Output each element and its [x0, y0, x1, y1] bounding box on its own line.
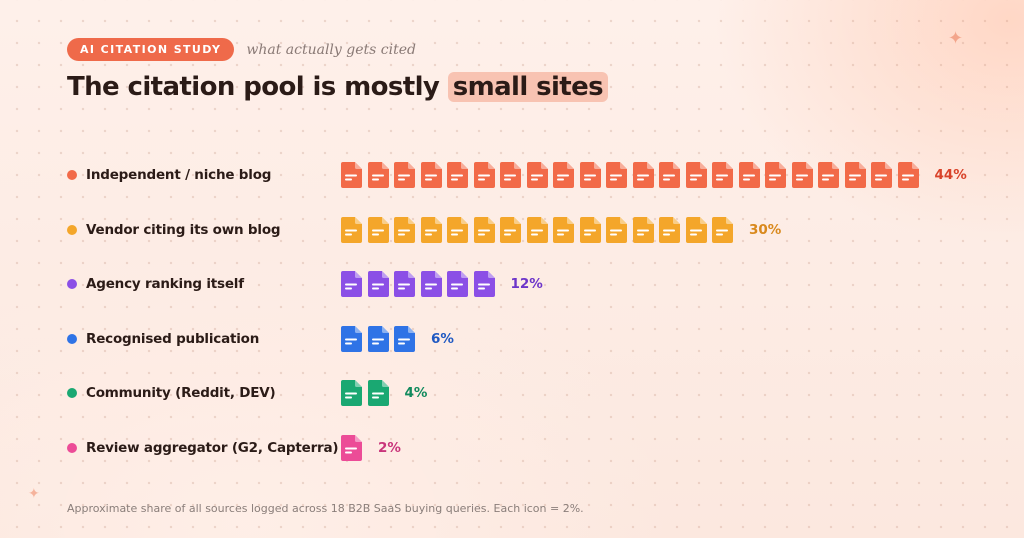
document-icon: [394, 271, 415, 298]
legend-dot: [67, 224, 77, 235]
footnote: Approximate share of all sources logged …: [67, 502, 584, 515]
sparkle-icon: ✦: [948, 28, 964, 49]
chart-row: Recognised publication 6%: [67, 325, 454, 353]
value-label: 30%: [749, 221, 782, 238]
document-icon: [553, 216, 574, 243]
icon-bar: [341, 271, 495, 298]
document-icon: [606, 216, 627, 243]
legend-dot: [67, 443, 77, 453]
category-label: Vendor citing its own blog: [86, 221, 281, 238]
icon-bar: [341, 216, 733, 243]
document-icon: [341, 271, 362, 298]
icon-bar: [341, 435, 362, 461]
tagline: what actually gets cited: [246, 41, 416, 58]
document-icon: [473, 271, 495, 298]
document-icon: [606, 162, 627, 188]
value-label: 44%: [934, 167, 967, 183]
study-badge: AI CITATION STUDY: [67, 38, 235, 61]
document-icon: [500, 162, 521, 188]
document-icon: [712, 162, 733, 188]
chart-row: Community (Reddit, DEV) 4%: [67, 379, 427, 407]
document-icon: [394, 216, 415, 243]
document-icon: [447, 162, 468, 188]
document-icon: [367, 325, 389, 352]
document-icon: [420, 271, 442, 298]
document-icon: [367, 271, 389, 298]
document-icon: [553, 162, 574, 188]
category-label: Community (Reddit, DEV): [86, 385, 276, 402]
title-main: The citation pool is mostly: [67, 72, 440, 102]
document-icon: [341, 162, 362, 188]
document-icon: [871, 162, 892, 188]
document-icon: [844, 162, 866, 188]
category-label: Agency ranking itself: [86, 276, 244, 293]
document-icon: [341, 435, 362, 461]
document-icon: [420, 162, 442, 188]
document-icon: [685, 162, 707, 188]
document-icon: [500, 216, 521, 243]
category-label: Independent / niche blog: [86, 167, 272, 183]
document-icon: [632, 216, 654, 243]
document-icon: [659, 216, 680, 243]
document-icon: [341, 216, 362, 243]
document-icon: [447, 216, 468, 243]
header: AI CITATION STUDY what actually gets cit…: [67, 38, 416, 61]
icon-bar: [341, 380, 389, 407]
document-icon: [897, 162, 919, 188]
sparkle-icon: ✦: [28, 486, 40, 502]
title-highlight: small sites: [447, 72, 609, 102]
icon-bar: [341, 325, 415, 352]
value-label: 6%: [431, 330, 454, 347]
chart-row: Independent / niche blog 44%: [67, 161, 967, 189]
value-label: 4%: [404, 385, 428, 402]
document-icon: [526, 162, 548, 188]
value-label: 12%: [510, 276, 543, 293]
document-icon: [367, 162, 389, 188]
document-icon: [579, 162, 601, 188]
legend-dot: [67, 170, 77, 180]
document-icon: [367, 216, 389, 243]
legend-dot: [67, 333, 77, 344]
document-icon: [632, 162, 654, 188]
document-icon: [765, 162, 786, 188]
document-icon: [818, 162, 839, 188]
document-icon: [341, 380, 362, 407]
document-icon: [526, 216, 548, 243]
document-icon: [712, 216, 733, 243]
chart-row: Review aggregator (G2, Capterra) 2%: [67, 434, 401, 462]
document-icon: [685, 216, 707, 243]
category-label: Review aggregator (G2, Capterra): [86, 440, 339, 456]
document-icon: [791, 162, 813, 188]
document-icon: [579, 216, 601, 243]
document-icon: [659, 162, 680, 188]
chart-row: Agency ranking itself 12%: [67, 270, 543, 298]
document-icon: [394, 325, 415, 352]
legend-dot: [67, 388, 77, 399]
document-icon: [738, 162, 760, 188]
category-label: Recognised publication: [86, 330, 260, 347]
document-icon: [473, 216, 495, 243]
document-icon: [473, 162, 495, 188]
page-title: The citation pool is mostly small sites: [67, 72, 609, 102]
document-icon: [420, 216, 442, 243]
document-icon: [367, 380, 389, 407]
document-icon: [394, 162, 415, 188]
document-icon: [447, 271, 468, 298]
icon-bar: [341, 162, 919, 188]
chart-row: Vendor citing its own blog 30%: [67, 216, 781, 244]
value-label: 2%: [378, 440, 401, 456]
legend-dot: [67, 279, 77, 290]
document-icon: [341, 325, 362, 352]
